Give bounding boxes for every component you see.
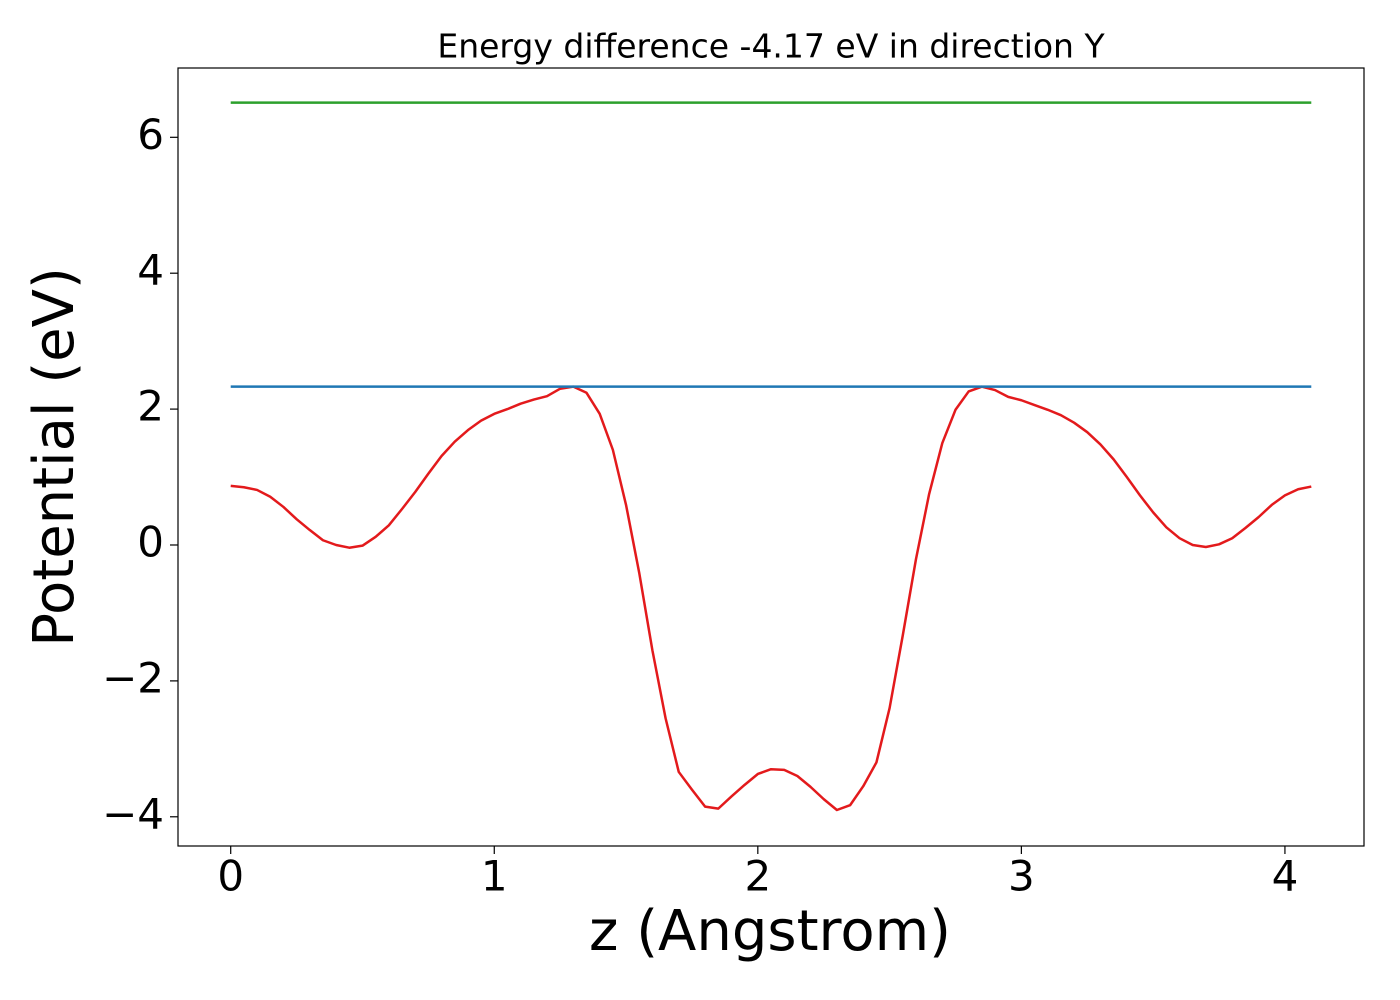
y-tick-label: 4 bbox=[137, 246, 164, 295]
y-axis-label: Potential (eV) bbox=[22, 267, 87, 647]
x-tick-label: 0 bbox=[217, 852, 244, 901]
x-axis-label: z (Angstrom) bbox=[589, 899, 951, 964]
y-tick-label: −4 bbox=[102, 789, 164, 838]
y-tick-label: −2 bbox=[102, 653, 164, 702]
x-tick-label: 2 bbox=[744, 852, 771, 901]
plot-frame bbox=[177, 67, 1365, 847]
x-tick-label: 3 bbox=[1008, 852, 1035, 901]
x-tick-label: 4 bbox=[1272, 852, 1299, 901]
data-line bbox=[230, 385, 1312, 812]
chart-title: Energy difference -4.17 eV in direction … bbox=[437, 27, 1105, 66]
x-tick-label: 1 bbox=[481, 852, 508, 901]
y-tick-label: 6 bbox=[137, 110, 164, 159]
y-tick-label: 2 bbox=[137, 382, 164, 431]
y-tick-label: 0 bbox=[137, 517, 164, 566]
